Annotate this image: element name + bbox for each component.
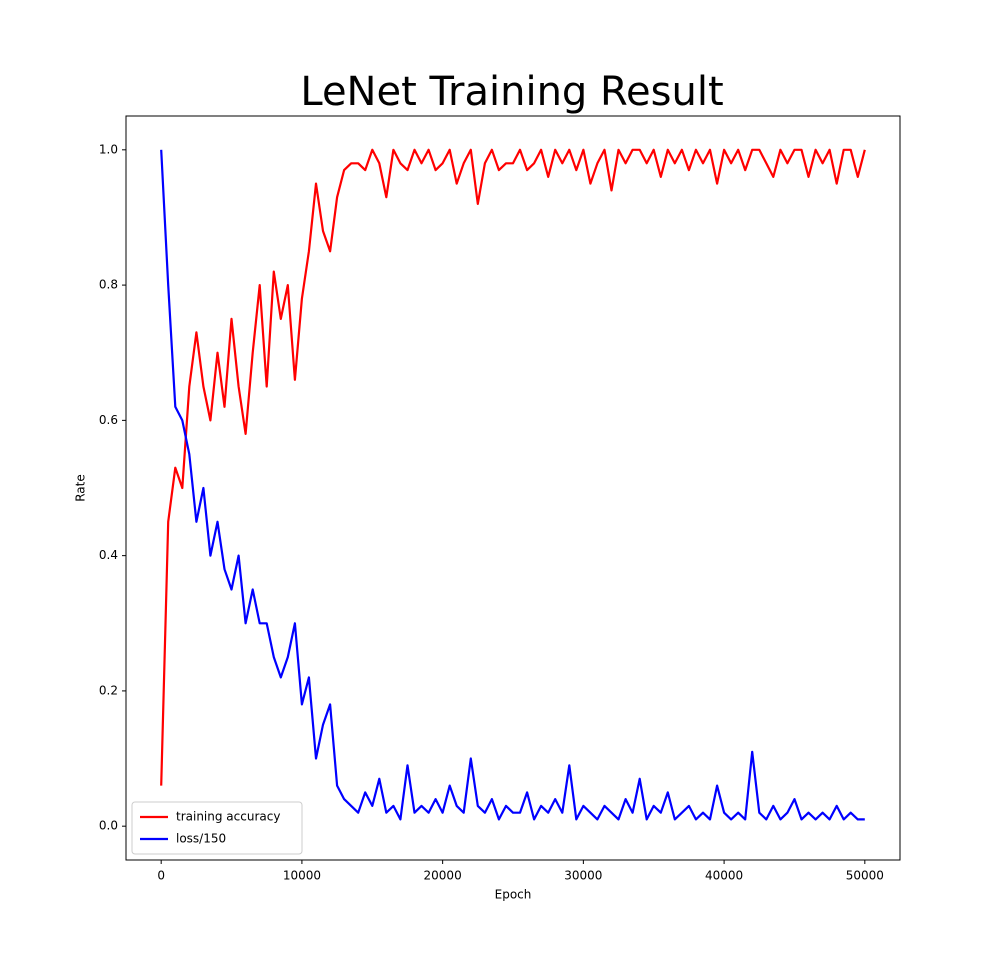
x-tick-label: 40000 bbox=[705, 869, 743, 883]
x-tick-label: 30000 bbox=[564, 869, 602, 883]
chart-title: LeNet Training Result bbox=[300, 69, 723, 115]
y-tick-label: 0.8 bbox=[99, 278, 118, 292]
legend: training accuracy loss/150 bbox=[131, 801, 303, 855]
x-tick-label: 0 bbox=[157, 869, 165, 883]
legend-box bbox=[131, 801, 303, 855]
x-tick-label: 10000 bbox=[283, 869, 321, 883]
line-series bbox=[160, 148, 866, 786]
x-axis-label: Epoch bbox=[495, 888, 532, 902]
legend-label: loss/150 bbox=[176, 832, 226, 846]
y-tick-label: 1.0 bbox=[99, 142, 118, 156]
y-tick-label: 0.6 bbox=[99, 413, 118, 427]
plot-frame bbox=[125, 115, 901, 861]
x-tick-label: 50000 bbox=[846, 869, 884, 883]
line-series bbox=[160, 149, 865, 821]
y-tick-label: 0.4 bbox=[99, 548, 118, 562]
legend-label: training accuracy bbox=[176, 810, 280, 824]
x-tick-label: 20000 bbox=[424, 869, 462, 883]
y-tick-label: 0.0 bbox=[99, 819, 118, 833]
y-axis-label: Rate bbox=[74, 474, 88, 502]
y-tick-label: 0.2 bbox=[99, 683, 118, 697]
